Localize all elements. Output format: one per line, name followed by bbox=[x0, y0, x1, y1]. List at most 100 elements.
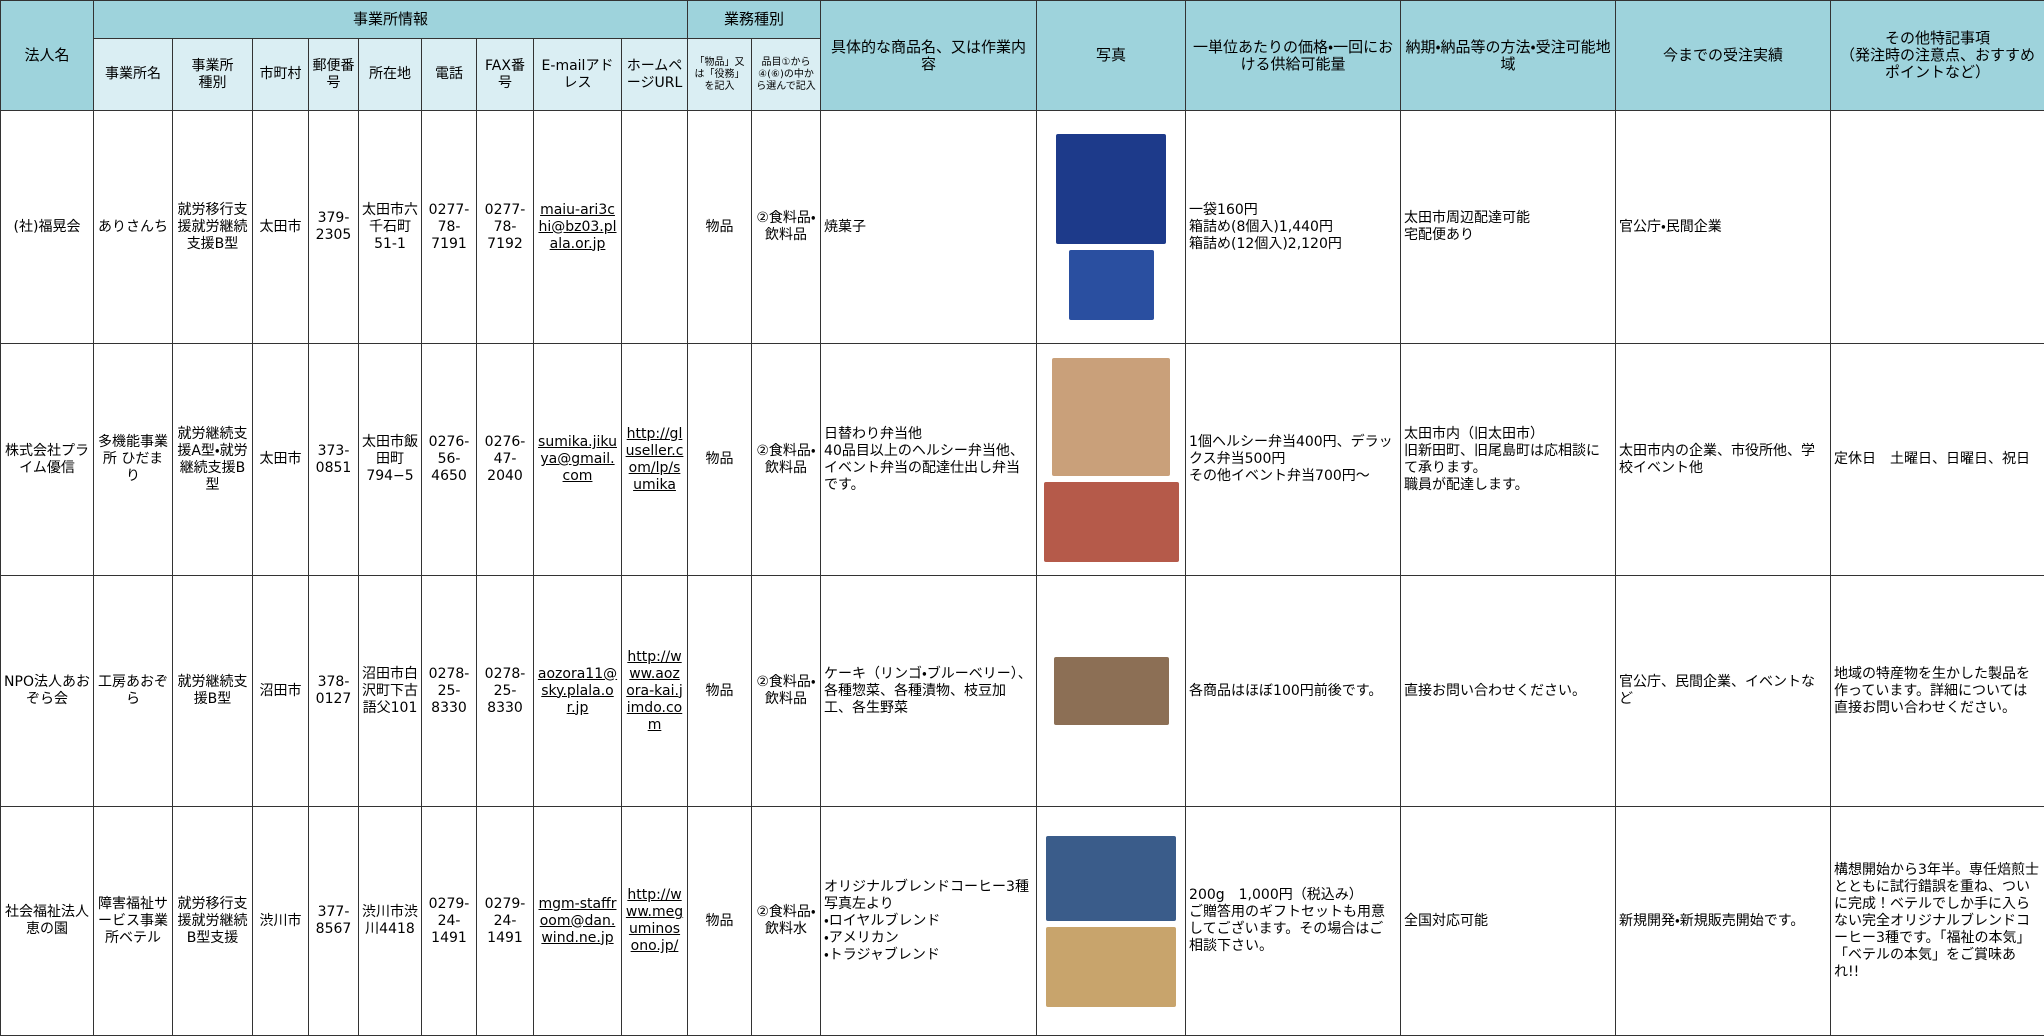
sub-header-cell: 事業所名 bbox=[94, 39, 173, 111]
cell: 渋川市 bbox=[253, 807, 309, 1036]
header-cell: 一単位あたりの価格・一回における供給可能量 bbox=[1186, 1, 1401, 111]
sub-header-cell: 「物品」又は「役務」を記入 bbox=[688, 39, 752, 111]
link[interactable]: http://www.aozora-kai.jimdo.com bbox=[626, 649, 683, 733]
cell: 沼田市白沢町下古語父101 bbox=[359, 576, 422, 807]
photo-cell bbox=[1037, 576, 1186, 807]
cell: 工房あおぞら bbox=[94, 576, 173, 807]
link[interactable]: sumika.jikuya@gmail.com bbox=[538, 434, 617, 484]
cell: 就労移行支援就労継続支援B型 bbox=[173, 111, 253, 344]
link[interactable]: http://www.meguminosono.jp/ bbox=[626, 887, 683, 954]
cell: NPO法人あおぞら会 bbox=[1, 576, 94, 807]
cell: 0276-56-4650 bbox=[422, 344, 477, 576]
cell: ケーキ（リンゴ・ブルーベリー）、各種惣菜、各種漬物、枝豆加工、各生野菜 bbox=[821, 576, 1037, 807]
cell: 社会福祉法人恵の園 bbox=[1, 807, 94, 1036]
cell: ②食料品・飲料品 bbox=[752, 344, 821, 576]
cell: 0278-25-8330 bbox=[477, 576, 534, 807]
header-cell: 具体的な商品名、又は作業内容 bbox=[821, 1, 1037, 111]
header-cell: 事業所情報 bbox=[94, 1, 688, 39]
cell: 太田市周辺配達可能 宅配便あり bbox=[1401, 111, 1616, 344]
photo-cell bbox=[1037, 807, 1186, 1036]
cell: 物品 bbox=[688, 576, 752, 807]
link[interactable]: maiu-ari3chi@bz03.plala.or.jp bbox=[538, 202, 616, 252]
cell: 焼菓子 bbox=[821, 111, 1037, 344]
cell: 太田市 bbox=[253, 344, 309, 576]
cell: sumika.jikuya@gmail.com bbox=[534, 344, 622, 576]
cell: 就労継続支援B型 bbox=[173, 576, 253, 807]
cell: 官公庁・民間企業 bbox=[1616, 111, 1831, 344]
cell: ②食料品・飲料水 bbox=[752, 807, 821, 1036]
sub-header-cell: 郵便番号 bbox=[309, 39, 359, 111]
cell: 新規開発・新規販売開始です。 bbox=[1616, 807, 1831, 1036]
sub-header-cell: E-mailアドレス bbox=[534, 39, 622, 111]
cell: 0278-25-8330 bbox=[422, 576, 477, 807]
cell: maiu-ari3chi@bz03.plala.or.jp bbox=[534, 111, 622, 344]
cell: 障害福祉サービス事業所ベテル bbox=[94, 807, 173, 1036]
cell: 定休日 土曜日、日曜日、祝日 bbox=[1831, 344, 2044, 576]
cell: ②食料品・飲料品 bbox=[752, 111, 821, 344]
cell bbox=[1831, 111, 2044, 344]
table-row: 社会福祉法人恵の園障害福祉サービス事業所ベテル就労移行支援就労継続B型支援渋川市… bbox=[1, 807, 2044, 1036]
header-cell: 業務種別 bbox=[688, 1, 821, 39]
cell: 太田市内（旧太田市） 旧新田町、旧尾島町は応相談にて承ります。 職員が配達します… bbox=[1401, 344, 1616, 576]
cell: 0277-78-7191 bbox=[422, 111, 477, 344]
cell: 1個ヘルシー弁当400円、デラックス弁当500円 その他イベント弁当700円～ bbox=[1186, 344, 1401, 576]
cell: 378-0127 bbox=[309, 576, 359, 807]
sub-header-cell: FAX番号 bbox=[477, 39, 534, 111]
cell: 各商品はほぼ100円前後です。 bbox=[1186, 576, 1401, 807]
cell: 200g 1,000円（税込み） ご贈答用のギフトセットも用意してございます。そ… bbox=[1186, 807, 1401, 1036]
cell: 377-8567 bbox=[309, 807, 359, 1036]
photo bbox=[1044, 482, 1179, 562]
sub-header-cell: 品目①から④(⑥)の中から選んで記入 bbox=[752, 39, 821, 111]
cell: 373-0851 bbox=[309, 344, 359, 576]
cell: 太田市飯田町794−5 bbox=[359, 344, 422, 576]
cell: 地域の特産物を生かした製品を作っています。詳細については直接お問い合わせください… bbox=[1831, 576, 2044, 807]
cell: 物品 bbox=[688, 111, 752, 344]
cell: 0279-24-1491 bbox=[422, 807, 477, 1036]
cell: aozora11@sky.plala.or.jp bbox=[534, 576, 622, 807]
cell: 渋川市渋川4418 bbox=[359, 807, 422, 1036]
photo-cell bbox=[1037, 344, 1186, 576]
cell: 太田市 bbox=[253, 111, 309, 344]
link[interactable]: aozora11@sky.plala.or.jp bbox=[538, 666, 617, 716]
cell: 一袋160円 箱詰め(8個入)1,440円 箱詰め(12個入)2,120円 bbox=[1186, 111, 1401, 344]
cell: 物品 bbox=[688, 807, 752, 1036]
cell: 太田市内の企業、市役所他、学校イベント他 bbox=[1616, 344, 1831, 576]
sub-header-cell: 電話 bbox=[422, 39, 477, 111]
cell: オリジナルブレンドコーヒー3種 写真左より ・ロイヤルブレンド ・アメリカン ・… bbox=[821, 807, 1037, 1036]
header-cell: その他特記事項 （発注時の注意点、おすすめポイントなど） bbox=[1831, 1, 2044, 111]
cell: 太田市六千石町51-1 bbox=[359, 111, 422, 344]
sub-header-cell: ホームページURL bbox=[622, 39, 688, 111]
cell: 0279-24-1491 bbox=[477, 807, 534, 1036]
cell: 全国対応可能 bbox=[1401, 807, 1616, 1036]
cell: 物品 bbox=[688, 344, 752, 576]
header-cell: 今までの受注実績 bbox=[1616, 1, 1831, 111]
cell: ②食料品・飲料品 bbox=[752, 576, 821, 807]
cell: ありさんち bbox=[94, 111, 173, 344]
sub-header-cell: 事業所 種別 bbox=[173, 39, 253, 111]
cell bbox=[622, 111, 688, 344]
cell: 官公庁、民間企業、イベントなど bbox=[1616, 576, 1831, 807]
photo bbox=[1052, 358, 1170, 476]
cell: 日替わり弁当他 40品目以上のヘルシー弁当他、イベント弁当の配達仕出し弁当です。 bbox=[821, 344, 1037, 576]
photo-cell bbox=[1037, 111, 1186, 344]
cell: 379-2305 bbox=[309, 111, 359, 344]
photo bbox=[1054, 657, 1169, 725]
link[interactable]: http://gluseller.com/lp/sumika bbox=[626, 426, 684, 493]
photo bbox=[1046, 927, 1176, 1007]
header-cell: 納期・納品等の方法・受注可能地域 bbox=[1401, 1, 1616, 111]
table-row: 株式会社プライム優信多機能事業所 ひだまり就労継続支援A型・就労継続支援B型太田… bbox=[1, 344, 2044, 576]
cell: (社)福晃会 bbox=[1, 111, 94, 344]
photo bbox=[1046, 836, 1176, 921]
cell: 0276-47-2040 bbox=[477, 344, 534, 576]
cell: 構想開始から3年半。専任焙煎士とともに試行錯誤を重ね、ついに完成！ベテルでしか手… bbox=[1831, 807, 2044, 1036]
cell: 就労移行支援就労継続B型支援 bbox=[173, 807, 253, 1036]
cell: 就労継続支援A型・就労継続支援B型 bbox=[173, 344, 253, 576]
cell: 多機能事業所 ひだまり bbox=[94, 344, 173, 576]
link[interactable]: mgm-staffroom@dan.wind.ne.jp bbox=[539, 896, 617, 946]
cell: mgm-staffroom@dan.wind.ne.jp bbox=[534, 807, 622, 1036]
cell: http://www.aozora-kai.jimdo.com bbox=[622, 576, 688, 807]
